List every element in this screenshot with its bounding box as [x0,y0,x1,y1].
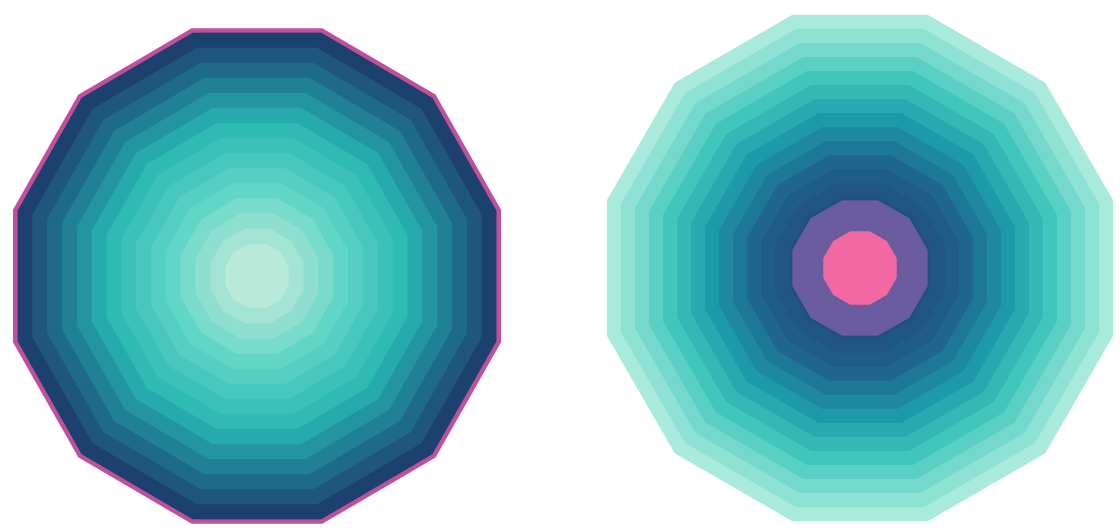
left-dodecagon [13,28,501,524]
ring [225,243,289,309]
right-dodecagon [606,14,1114,522]
core [823,231,897,305]
